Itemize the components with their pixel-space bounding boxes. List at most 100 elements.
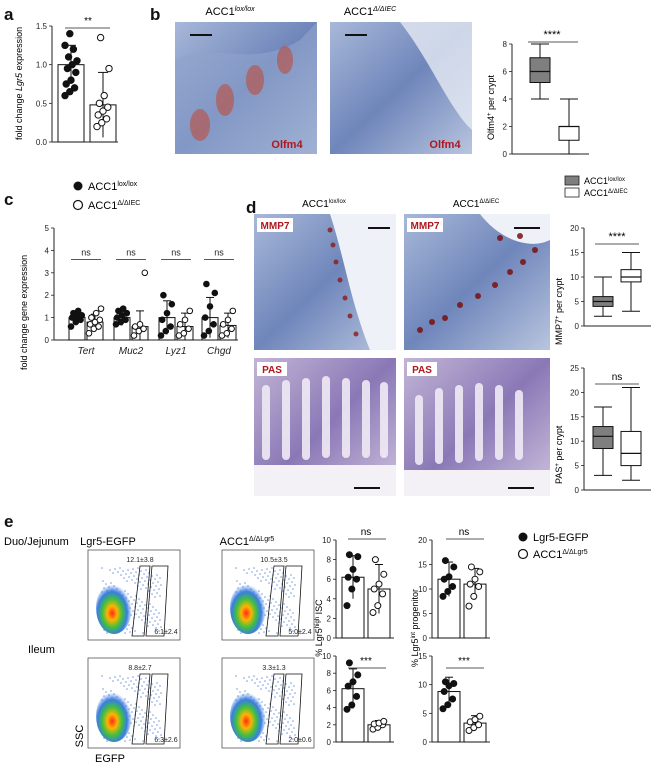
y-tick-label: 5 [45,224,50,233]
flow-event [289,627,291,629]
data-point [64,53,73,61]
flow-event [286,582,288,584]
panel-b-image-2: Olfm4 [330,22,472,154]
data-point [78,312,86,319]
data-point [73,57,81,65]
panel-e-col2-title: ACC1Δ/ΔLgr5 [220,536,275,548]
flow-event [243,677,245,679]
data-point [119,305,127,312]
flow-event [284,718,286,720]
flow-event [138,616,140,618]
flow-event [278,688,280,690]
y-tick-label: 5 [423,610,428,619]
flow-event [272,706,274,708]
flow-event [155,735,157,737]
flow-event [268,630,270,632]
flow-event [282,722,284,724]
flow-event [129,739,131,741]
flow-event [274,696,276,698]
data-point [72,68,80,77]
flow-event [256,570,258,572]
data-point [168,300,176,308]
flow-event [235,567,237,569]
flow-event [156,592,158,594]
flow-event [148,590,150,592]
flow-event [140,612,142,614]
flow-event [291,581,293,583]
y-tick-label: 4 [327,595,332,604]
flow-event [141,709,143,711]
flow-event [143,615,145,617]
flow-event [146,576,148,578]
flow-event [262,576,264,578]
flow-event [278,604,280,606]
flow-event [132,718,134,720]
data-point [210,321,217,328]
flow-density [230,690,266,742]
data-point [374,602,382,610]
flow-event [132,610,134,612]
panel-b-title-2: ACC1Δ/ΔIEC [344,6,397,18]
y-tick-label: 15 [570,413,579,422]
data-point [61,41,69,50]
flow-event [151,683,153,685]
flow-event [127,569,129,571]
legend-marker-open [72,199,84,211]
flow-event [288,686,290,688]
flow-event [154,620,156,622]
flow-event [276,716,278,718]
flow-event [142,632,144,634]
flow-event [145,569,147,571]
data-point [450,563,458,571]
gate-high-value: 12.1±3.8 [126,557,153,564]
gate-int [279,565,303,637]
panel-e-row1-label: Duo/Jejunum [4,536,69,548]
flow-event [288,596,290,598]
legend-marker-filled [518,532,528,542]
panel-c-chart: 0 1 2 3 4 5 Tert ns Muc2 ns Lyz1 ns Chgd ns [45,224,238,357]
flow-event [289,717,291,719]
data-point [136,321,144,328]
y-tick-label: 1.0 [36,61,48,70]
data-point [441,557,449,565]
data-point [63,64,72,73]
flow-event [142,608,144,610]
flow-event [259,573,261,575]
flow-event [149,729,151,731]
flow-event [145,695,147,697]
flow-event [290,724,292,726]
flow-event [285,575,287,577]
data-point [228,325,235,333]
flow-event [155,609,157,611]
flow-event [270,686,272,688]
flow-density [96,690,132,742]
y-tick-label: 2 [45,291,50,300]
data-point [69,45,78,53]
data-point [96,33,105,42]
flow-event [287,697,289,699]
flow-density [230,582,266,634]
y-tick-label: 0 [423,634,428,643]
y-tick-label: 2 [327,614,332,623]
flow-event [283,711,285,713]
x-tick-label: Chgd [207,346,231,357]
flow-event [152,732,154,734]
flow-event [277,723,279,725]
flow-event [144,688,146,690]
y-tick-label: 8 [327,669,332,678]
panel-d-mmp7-chart: 0 5 10 15 20 [570,224,651,331]
flow-event [265,579,267,581]
flow-event [112,572,114,574]
flow-event [287,589,289,591]
x-tick-label: Muc2 [119,346,144,357]
data-point [353,575,361,583]
flow-event [134,738,136,740]
data-point [344,573,352,581]
flow-event [291,689,293,691]
data-point [99,107,107,115]
panel-d-mmp7-ylabel: MMP7+ per crypt [554,277,564,345]
flow-plot: 10.5±3.5 5.0±2.4 [221,549,315,641]
flow-event [267,707,269,709]
flow-event [128,576,130,578]
data-point [439,592,447,600]
